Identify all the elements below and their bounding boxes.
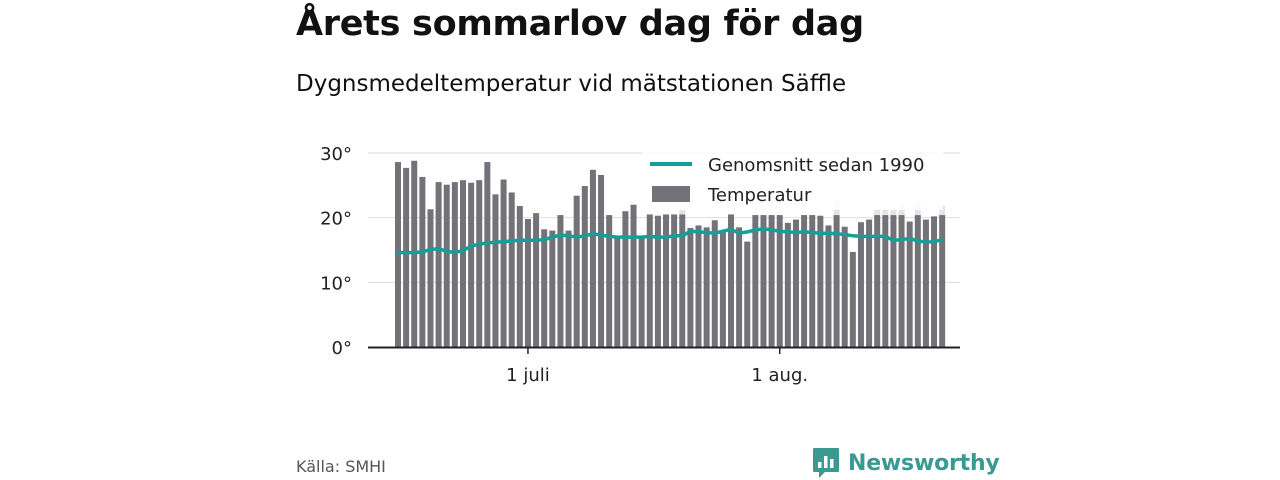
temperature-bar <box>898 215 905 347</box>
legend-background <box>643 148 943 210</box>
temperature-bar <box>687 228 694 347</box>
temperature-bar <box>703 227 710 347</box>
y-tick-label: 0° <box>332 338 352 359</box>
temperature-bar <box>427 209 434 347</box>
temperature-chart: 0° 10° 20° 30° 1 juli 1 aug. Genomsnitt seda… <box>320 144 960 386</box>
temperature-bar <box>476 180 483 347</box>
max-bar <box>939 206 946 216</box>
temperature-bar <box>484 162 491 347</box>
temperature-bar <box>849 251 856 347</box>
temperature-bar <box>760 215 767 347</box>
chart-subtitle: Dygnsmedeltemperatur vid mätstationen Sä… <box>296 71 847 97</box>
temperature-bar <box>809 215 816 347</box>
temperature-bar <box>565 230 572 347</box>
x-tick-label: 1 juli <box>506 365 550 386</box>
temperature-bar <box>922 219 929 347</box>
temperature-bar <box>711 220 718 347</box>
temperature-bar <box>914 215 921 347</box>
brand-logo[interactable]: Newsworthy <box>812 446 1000 480</box>
legend-label: Temperatur <box>707 185 812 206</box>
temperature-bar <box>622 211 629 347</box>
temperature-bar <box>614 236 621 347</box>
temperature-bar <box>524 218 531 347</box>
temperature-bar <box>833 215 840 347</box>
temperature-bar <box>663 214 670 347</box>
temperature-bar <box>776 215 783 347</box>
x-axis <box>368 346 960 354</box>
temperature-bar <box>589 169 596 347</box>
temperature-bar <box>516 206 523 347</box>
x-axis-labels: 1 juli 1 aug. <box>506 365 808 386</box>
temperature-bar <box>931 216 938 347</box>
temperature-bar <box>549 230 556 347</box>
temperature-bar <box>573 195 580 347</box>
temperature-bar <box>541 229 548 347</box>
temperature-bar <box>654 215 661 347</box>
temperature-bar <box>744 241 751 347</box>
temperature-bar <box>866 219 873 347</box>
temperature-bar <box>882 215 889 347</box>
x-tick-label: 1 aug. <box>751 365 808 386</box>
temperature-bar <box>468 182 475 347</box>
bar-chart-speech-bubble-icon <box>813 448 839 478</box>
temperature-bar <box>492 194 499 347</box>
temperature-bar <box>679 214 686 347</box>
temperature-bar <box>557 215 564 347</box>
max-bar <box>890 207 897 216</box>
temperature-bar <box>646 214 653 347</box>
y-tick-label: 30° <box>320 144 352 165</box>
temperature-bar <box>906 221 913 347</box>
temperature-bar <box>736 227 743 347</box>
max-bar <box>882 208 889 216</box>
temperature-bar <box>443 184 450 347</box>
temperature-bar <box>395 162 401 347</box>
chart-title: Årets sommarlov dag för dag <box>296 4 864 44</box>
temperature-bar <box>890 215 897 347</box>
temperature-bar <box>825 225 832 347</box>
temperature-bar <box>638 236 645 347</box>
average-line <box>396 226 944 255</box>
legend-label: Genomsnitt sedan 1990 <box>708 155 924 176</box>
temperature-bar <box>435 182 442 347</box>
temperature-bar <box>817 215 824 347</box>
y-axis-labels: 0° 10° 20° 30° <box>320 144 352 359</box>
temperature-bar <box>500 179 507 347</box>
temperature-bar <box>630 204 637 347</box>
temperature-bar <box>768 215 775 347</box>
max-bar <box>679 209 686 215</box>
temperature-bar <box>533 213 540 347</box>
legend: Genomsnitt sedan 1990 Temperatur <box>643 148 943 210</box>
temperature-bar <box>459 180 466 347</box>
temperature-bar <box>801 215 808 347</box>
temperature-bar <box>419 176 426 347</box>
temperature-bars <box>395 160 946 347</box>
temperature-bar <box>939 215 946 347</box>
temperature-bar <box>784 222 791 347</box>
temperature-bar <box>598 174 605 347</box>
temperature-bar <box>728 214 735 347</box>
source-note: Källa: SMHI <box>296 457 386 476</box>
y-tick-label: 10° <box>320 273 352 294</box>
temperature-bar <box>841 226 848 347</box>
temperature-bar <box>403 167 410 347</box>
temperature-bar <box>752 215 759 347</box>
y-tick-label: 20° <box>320 209 352 230</box>
max-bar <box>874 209 881 216</box>
temperature-bar <box>695 225 702 347</box>
temperature-bar <box>792 219 799 347</box>
temperature-bar <box>606 215 613 347</box>
temperature-bar <box>857 222 864 347</box>
brand-name: Newsworthy <box>848 450 1000 476</box>
average-series-line <box>396 226 944 255</box>
temperature-bar <box>581 185 588 347</box>
legend-bar-swatch <box>652 186 690 202</box>
temperature-bar <box>719 230 726 347</box>
temperature-bar <box>508 192 515 347</box>
temperature-bar <box>874 215 881 347</box>
temperature-bar <box>451 182 458 347</box>
temperature-bar <box>671 214 678 347</box>
